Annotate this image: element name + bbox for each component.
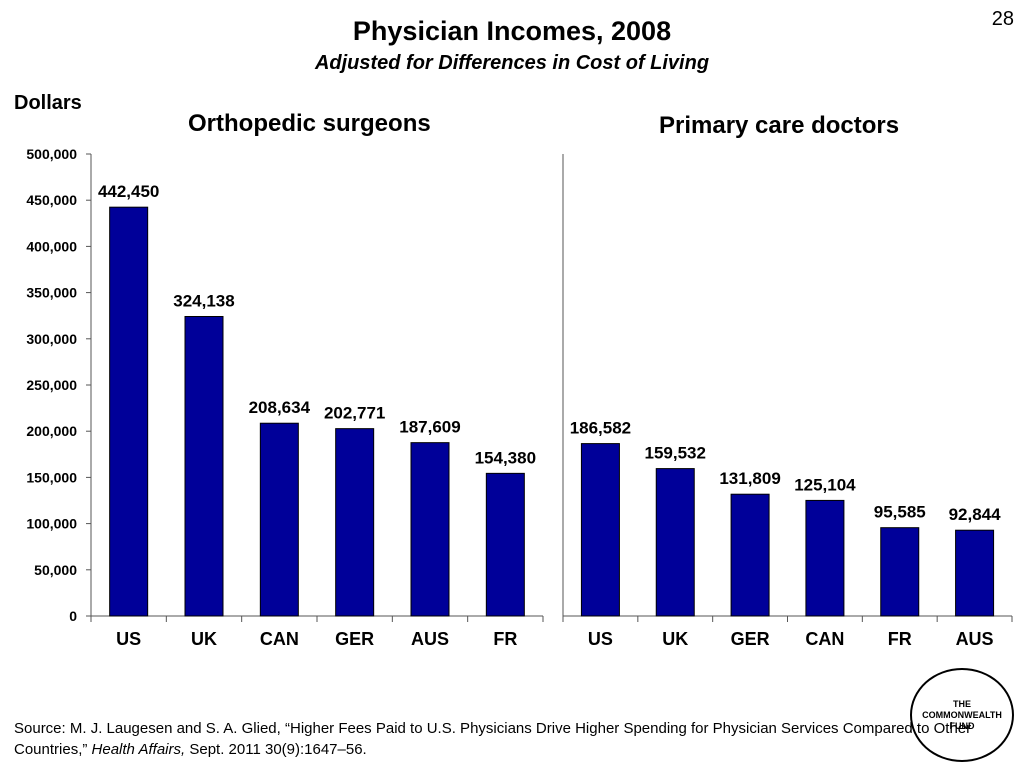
bar [485, 472, 525, 617]
bar-value-label: 125,104 [794, 475, 856, 494]
chart-subtitle: Adjusted for Differences in Cost of Livi… [314, 52, 710, 74]
bar [880, 527, 920, 617]
bar-value-label: 154,380 [475, 448, 536, 467]
bar [410, 442, 450, 617]
bar [184, 315, 224, 617]
logo-line-2: COMMONWEALTH [922, 709, 1002, 720]
bar [730, 493, 770, 617]
x-category-label: FR [493, 629, 517, 649]
bar-value-label: 202,771 [324, 404, 385, 423]
y-tick-label: 500,000 [26, 146, 77, 162]
x-category-label: AUS [956, 629, 994, 649]
bar [109, 206, 149, 617]
chart-title: Physician Incomes, 2008 [352, 16, 672, 46]
source-note: Source: M. J. Laugesen and S. A. Glied, … [14, 718, 1024, 760]
panel-title-primary-care: Primary care doctors [659, 112, 900, 139]
bar [805, 499, 845, 617]
x-category-label: CAN [805, 629, 844, 649]
y-tick-label: 400,000 [26, 238, 77, 254]
x-category-label: GER [731, 629, 770, 649]
source-journal: Health Affairs, [91, 741, 186, 758]
y-tick-label: 200,000 [26, 423, 77, 439]
y-tick-label: 150,000 [26, 469, 77, 485]
panel-title-orthopedic: Orthopedic surgeons [188, 110, 431, 137]
bar [259, 422, 299, 617]
y-tick-label: 350,000 [26, 285, 77, 301]
y-tick-label: 0 [69, 608, 77, 624]
bar-value-label: 442,450 [98, 182, 159, 201]
logo-line-3: FUND [949, 720, 975, 731]
bar-chart: 0 50,000 100,000 150,000 200,000 250,000 300,0… [26, 146, 1013, 649]
x-category-label: CAN [260, 629, 299, 649]
x-category-label: FR [888, 629, 912, 649]
bar-value-label: 187,609 [399, 418, 460, 437]
bar [335, 428, 375, 617]
bar-value-label: 324,138 [173, 291, 234, 310]
y-axis-unit-label: Dollars [14, 92, 82, 114]
commonwealth-fund-logo: THE COMMONWEALTH FUND [910, 668, 1014, 762]
x-category-label: AUS [411, 629, 449, 649]
x-category-label: US [588, 629, 613, 649]
logo-line-1: THE [953, 698, 971, 709]
bar [655, 468, 695, 617]
page-number: 28 [991, 8, 1014, 30]
y-tick-label: 450,000 [26, 192, 77, 208]
source-citation: Sept. 2011 30(9):1647–56. [185, 741, 367, 758]
bar-value-label: 92,844 [949, 505, 1002, 524]
bar-value-label: 159,532 [645, 444, 706, 463]
bar-value-label: 208,634 [249, 398, 311, 417]
y-tick-label: 250,000 [26, 377, 77, 393]
x-category-label: GER [335, 629, 374, 649]
bar [955, 529, 995, 617]
x-category-label: US [116, 629, 141, 649]
y-tick-label: 100,000 [26, 516, 77, 532]
source-text: Source: M. J. Laugesen and S. A. Glied, … [14, 720, 972, 758]
y-tick-label: 50,000 [34, 562, 77, 578]
bar-value-label: 131,809 [719, 469, 780, 488]
x-category-label: UK [191, 629, 217, 649]
bar-value-label: 95,585 [874, 503, 926, 522]
x-category-label: UK [662, 629, 688, 649]
bar-value-label: 186,582 [570, 419, 631, 438]
y-tick-label: 300,000 [26, 331, 77, 347]
bar [580, 443, 620, 617]
